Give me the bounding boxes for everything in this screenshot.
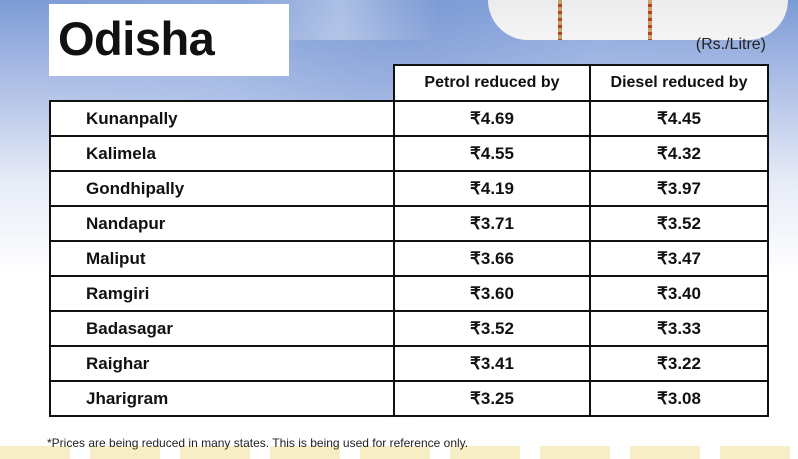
diesel-reduction-cell: ₹3.08	[589, 380, 769, 417]
petrol-reduction-cell: ₹4.69	[393, 100, 591, 137]
table-row: Kunanpally ₹4.69 ₹4.45	[49, 100, 769, 137]
background-photo-person	[488, 0, 788, 40]
city-name-cell: Kalimela	[49, 135, 395, 172]
unit-note: (Rs./Litre)	[695, 36, 766, 53]
petrol-reduction-cell: ₹3.71	[393, 205, 591, 242]
table-row: Kalimela ₹4.55 ₹4.32	[49, 135, 769, 172]
table-header-row: Petrol reduced by Diesel reduced by	[50, 64, 769, 102]
garland-strand	[558, 0, 562, 40]
header-spacer	[50, 65, 394, 101]
city-name-cell: Maliput	[49, 240, 395, 277]
price-reduction-table: Petrol reduced by Diesel reduced by Kuna…	[49, 64, 769, 417]
diesel-reduction-cell: ₹4.32	[589, 135, 769, 172]
title-panel	[49, 4, 289, 76]
table-body: Kunanpally ₹4.69 ₹4.45 Kalimela ₹4.55 ₹4.32 Go…	[49, 100, 769, 417]
city-name-cell: Jharigram	[49, 380, 395, 417]
table-row: Maliput ₹3.66 ₹3.47	[49, 240, 769, 277]
city-name-cell: Kunanpally	[49, 100, 395, 137]
table-row: Ramgiri ₹3.60 ₹3.40	[49, 275, 769, 312]
diesel-reduction-cell: ₹3.97	[589, 170, 769, 207]
petrol-reduction-cell: ₹4.55	[393, 135, 591, 172]
city-name-cell: Nandapur	[49, 205, 395, 242]
petrol-reduction-cell: ₹4.19	[393, 170, 591, 207]
diesel-reduction-cell: ₹4.45	[589, 100, 769, 137]
petrol-reduction-cell: ₹3.41	[393, 345, 591, 382]
petrol-reduction-cell: ₹3.60	[393, 275, 591, 312]
diesel-reduction-cell: ₹3.33	[589, 310, 769, 347]
table-row: Badasagar ₹3.52 ₹3.33	[49, 310, 769, 347]
garland-strand	[648, 0, 652, 40]
petrol-reduction-cell: ₹3.52	[393, 310, 591, 347]
table-row: Nandapur ₹3.71 ₹3.52	[49, 205, 769, 242]
city-name-cell: Ramgiri	[49, 275, 395, 312]
table-row: Raighar ₹3.41 ₹3.22	[49, 345, 769, 382]
footer-decoration	[0, 446, 798, 459]
petrol-reduction-cell: ₹3.66	[393, 240, 591, 277]
footnote: *Prices are being reduced in many states…	[47, 436, 469, 450]
diesel-reduction-cell: ₹3.52	[589, 205, 769, 242]
column-header-diesel: Diesel reduced by	[589, 64, 769, 102]
page-title: Odisha	[58, 12, 215, 65]
city-name-cell: Raighar	[49, 345, 395, 382]
diesel-reduction-cell: ₹3.40	[589, 275, 769, 312]
diesel-reduction-cell: ₹3.47	[589, 240, 769, 277]
city-name-cell: Badasagar	[49, 310, 395, 347]
diesel-reduction-cell: ₹3.22	[589, 345, 769, 382]
table-row: Jharigram ₹3.25 ₹3.08	[49, 380, 769, 417]
city-name-cell: Gondhipally	[49, 170, 395, 207]
table-row: Gondhipally ₹4.19 ₹3.97	[49, 170, 769, 207]
column-header-petrol: Petrol reduced by	[393, 64, 591, 102]
petrol-reduction-cell: ₹3.25	[393, 380, 591, 417]
